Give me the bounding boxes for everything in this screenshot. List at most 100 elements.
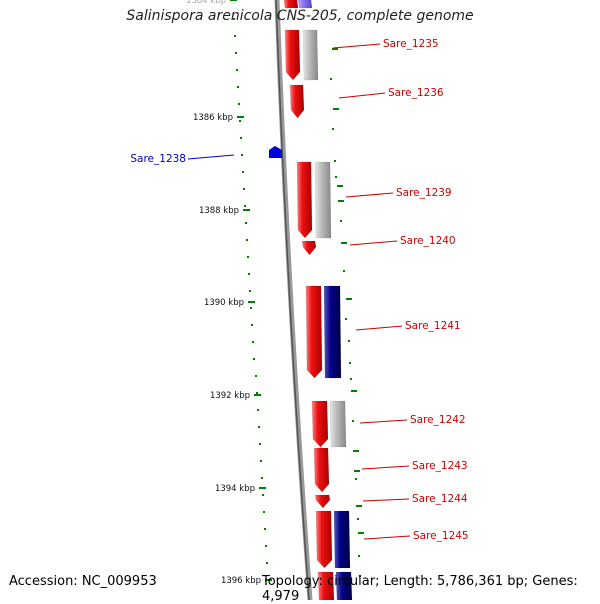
- scale-major-tick: [230, 0, 237, 1]
- map-title: Salinispora arenicola CNS-205, complete …: [126, 8, 474, 24]
- track-tick: [338, 200, 344, 202]
- track-tick: [351, 390, 357, 392]
- feature-partial-red-bottom: [317, 571, 335, 600]
- scale-label: 1386 kbp: [193, 113, 233, 123]
- feature-Sare_1245-partner: [333, 510, 351, 569]
- gene-leader-line: [362, 498, 410, 502]
- scale-dot: [236, 69, 238, 71]
- track-dot: [352, 420, 354, 422]
- gene-label-Sare_1244: Sare_1244: [412, 493, 468, 505]
- scale-major-tick: [237, 116, 244, 118]
- feature-Sare_1245: [315, 510, 333, 569]
- track-tick: [358, 532, 364, 534]
- gene-label-Sare_1245: Sare_1245: [413, 530, 469, 542]
- scale-dot: [244, 205, 246, 207]
- feature-Sare_1244: [314, 494, 331, 509]
- scale-dot: [258, 426, 260, 428]
- track-dot: [330, 78, 332, 80]
- feature-partial-red: [283, 0, 299, 9]
- track-tick: [333, 108, 339, 110]
- feature-Sare_1239-partner: [314, 161, 332, 239]
- scale-dot: [239, 120, 241, 122]
- gene-label-Sare_1238: Sare_1238: [130, 153, 186, 165]
- track-dot: [332, 128, 334, 130]
- gene-leader-line: [363, 535, 411, 540]
- scale-label: 1390 kbp: [204, 298, 244, 308]
- track-dot: [350, 378, 352, 380]
- scale-dot: [250, 307, 252, 309]
- track-tick: [346, 298, 352, 300]
- feature-Sare_1242: [311, 400, 329, 448]
- scale-label: 1396 kbp: [221, 576, 261, 586]
- scale-dot: [245, 222, 247, 224]
- scale-dot: [266, 562, 268, 564]
- gene-leader-line: [355, 325, 403, 331]
- gene-label-Sare_1236: Sare_1236: [388, 87, 444, 99]
- track-tick: [337, 185, 343, 187]
- scale-dot: [253, 358, 255, 360]
- track-dot: [359, 575, 361, 577]
- feature-Sare_1239: [296, 161, 313, 239]
- track-dot: [357, 518, 359, 520]
- gene-label-Sare_1242: Sare_1242: [410, 414, 466, 426]
- feature-Sare_1235: [284, 29, 301, 81]
- scale-dot: [257, 409, 259, 411]
- scale-major-tick: [259, 487, 266, 489]
- scale-dot: [256, 392, 258, 394]
- scale-label: 1394 kbp: [215, 484, 255, 494]
- feature-Sare_1235-partner: [302, 29, 319, 81]
- scale-dot: [251, 324, 253, 326]
- gene-label-Sare_1241: Sare_1241: [405, 320, 461, 332]
- scale-major-tick: [243, 209, 250, 211]
- scale-dot: [237, 86, 239, 88]
- genome-backbone: [274, 0, 313, 600]
- scale-dot: [248, 273, 250, 275]
- scale-dot: [255, 375, 257, 377]
- track-dot: [349, 362, 351, 364]
- accession-text: Accession: NC_009953: [9, 574, 157, 589]
- feature-Sare_1243: [313, 447, 330, 493]
- gene-leader-line: [359, 419, 408, 424]
- backbone-line: [274, 0, 313, 600]
- feature-Sare_1242-partner: [329, 400, 347, 448]
- track-tick: [341, 242, 347, 244]
- scale-major-tick: [254, 394, 261, 396]
- track-dot: [348, 340, 350, 342]
- scale-dot: [233, 18, 235, 20]
- scale-dot: [247, 256, 249, 258]
- track-tick: [353, 450, 359, 452]
- scale-dot: [262, 494, 264, 496]
- track-dot: [335, 176, 337, 178]
- scale-dot: [263, 511, 265, 513]
- feature-Sare_1238: [269, 146, 282, 158]
- gene-leader-line: [338, 92, 386, 99]
- scale-dot: [249, 290, 251, 292]
- backbone-edge: [275, 0, 310, 600]
- scale-dot: [242, 171, 244, 173]
- track-dot: [358, 555, 360, 557]
- scale-dot: [235, 52, 237, 54]
- scale-major-tick: [248, 301, 255, 303]
- scale-dot: [260, 460, 262, 462]
- scale-label: 1388 kbp: [199, 206, 239, 216]
- scale-dot: [238, 103, 240, 105]
- scale-dot: [261, 477, 263, 479]
- scale-label: 1392 kbp: [210, 391, 250, 401]
- track-dot: [340, 220, 342, 222]
- scale-dot: [243, 188, 245, 190]
- gene-leader-line: [345, 192, 394, 198]
- scale-dot: [241, 154, 243, 156]
- scale-dot: [240, 137, 242, 139]
- track-tick: [354, 470, 360, 472]
- track-dot: [345, 318, 347, 320]
- scale-dot: [234, 35, 236, 37]
- gene-leader-line: [349, 240, 398, 246]
- gene-leader-line: [361, 465, 410, 470]
- feature-partial-purple: [297, 0, 313, 9]
- gene-label-Sare_1243: Sare_1243: [412, 460, 468, 472]
- gene-label-Sare_1239: Sare_1239: [396, 187, 452, 199]
- scale-dot: [246, 239, 248, 241]
- gene-leader-line: [332, 43, 381, 49]
- feature-Sare_1236: [289, 84, 305, 119]
